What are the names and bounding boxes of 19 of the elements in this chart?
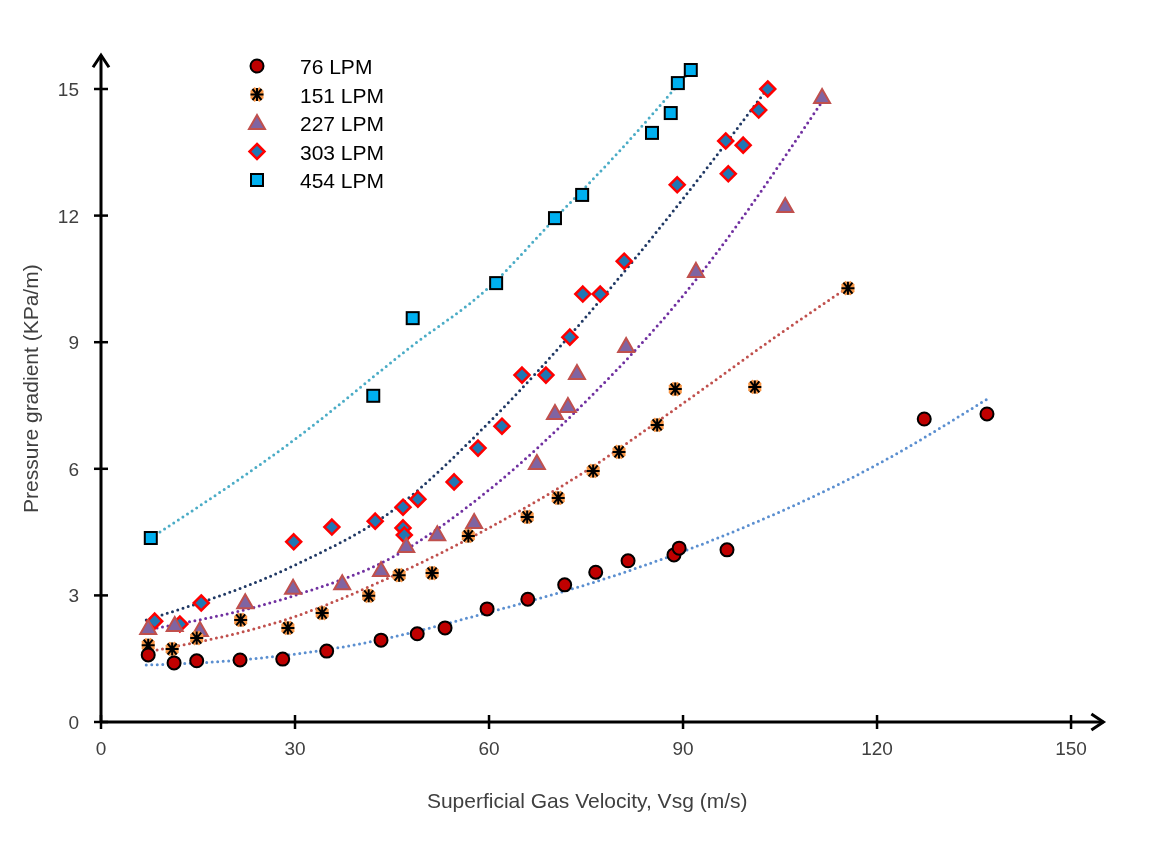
legend-label: 76 LPM <box>300 55 373 78</box>
x-tick-label: 90 <box>672 738 694 759</box>
y-tick-label: 6 <box>68 458 79 480</box>
x-tick-label: 60 <box>478 738 500 759</box>
y-tick-label: 3 <box>68 585 79 607</box>
x-tick-label: 30 <box>284 738 306 759</box>
legend-label: 454 LPM <box>300 169 385 192</box>
y-axis-title: Pressure gradient (KPa/m) <box>19 264 42 513</box>
y-tick-label: 12 <box>57 205 79 227</box>
legend-label: 227 LPM <box>300 112 385 135</box>
y-tick-label: 9 <box>68 332 79 354</box>
legend-label: 151 LPM <box>300 83 385 107</box>
y-tick-label: 0 <box>68 712 79 733</box>
x-axis-title: Superficial Gas Velocity, Vsg (m/s) <box>426 789 748 812</box>
x-tick-label: 150 <box>1055 738 1087 759</box>
y-tick-label: 15 <box>57 79 79 100</box>
legend-label: 303 LPM <box>300 140 385 164</box>
x-tick-label: 120 <box>861 738 893 759</box>
x-tick-label: 0 <box>95 738 107 759</box>
